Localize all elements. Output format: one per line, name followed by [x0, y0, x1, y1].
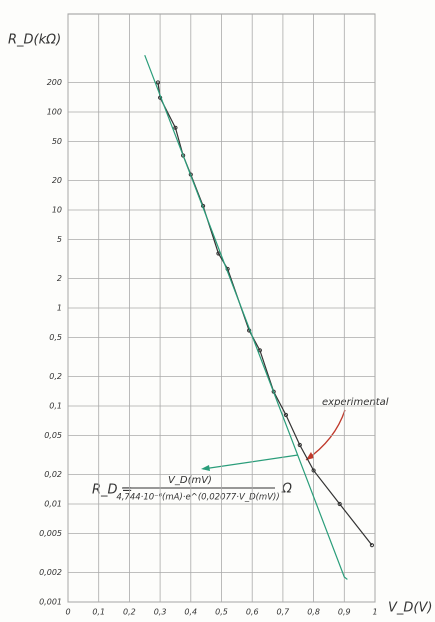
y-tick-label: 2 — [57, 274, 62, 283]
y-tick-label: 100 — [47, 108, 62, 117]
arrow-head — [306, 452, 314, 460]
x-tick-label: 0 — [65, 608, 70, 617]
formula-lhs: R_D = — [92, 483, 133, 498]
arrow-head — [201, 465, 210, 471]
y-axis-label: R_D(kΩ) — [8, 33, 61, 48]
x-tick-label: 0,1 — [92, 608, 105, 617]
series-line — [144, 54, 348, 580]
x-tick-label: 0,4 — [184, 608, 197, 617]
y-tick-label: 5 — [57, 235, 62, 244]
y-tick-label: 0,01 — [44, 500, 62, 509]
x-tick-label: 0,7 — [277, 608, 291, 617]
formula-numerator: V_D(mV) — [168, 475, 212, 486]
y-tick-label: 50 — [52, 137, 62, 146]
data-point — [297, 442, 302, 448]
data-point — [311, 468, 316, 473]
annotation: experimental — [322, 397, 389, 408]
formula-denominator: 4,744·10⁻⁶(mA)·e^(0,02077·V_D(mV)) — [116, 493, 279, 503]
formula-arrow — [202, 454, 299, 470]
y-tick-label: 1 — [57, 304, 62, 313]
data-point — [337, 501, 342, 507]
y-tick-label: 0,05 — [44, 431, 62, 440]
y-tick-label: 200 — [47, 78, 62, 87]
x-tick-label: 0,5 — [215, 608, 228, 617]
y-tick-label: 0,1 — [49, 402, 62, 411]
x-tick-label: 0,6 — [246, 608, 259, 617]
y-tick-label: 0,001 — [39, 598, 62, 607]
data-point — [257, 348, 262, 353]
y-tick-label: 20 — [52, 176, 62, 185]
y-tick-label: 0,2 — [49, 372, 62, 381]
y-tick-label: 0,002 — [39, 568, 62, 577]
formula-unit: Ω — [281, 482, 292, 497]
y-tick-label: 0,5 — [49, 333, 62, 342]
x-tick-label: 1 — [372, 608, 377, 617]
data-point — [173, 125, 178, 130]
x-tick-label: 0,2 — [123, 608, 136, 617]
x-tick-label: 0,8 — [307, 608, 320, 617]
y-tick-label: 0,005 — [39, 529, 62, 538]
y-tick-label: 0,02 — [44, 470, 62, 479]
y-tick-label: 10 — [52, 206, 62, 215]
x-tick-label: 0,3 — [154, 608, 167, 617]
data-point — [369, 543, 375, 548]
data-point — [283, 412, 289, 418]
x-axis-label: V_D(V) — [388, 601, 432, 616]
x-tick-label: 0,9 — [338, 608, 351, 617]
data-point — [155, 80, 161, 85]
